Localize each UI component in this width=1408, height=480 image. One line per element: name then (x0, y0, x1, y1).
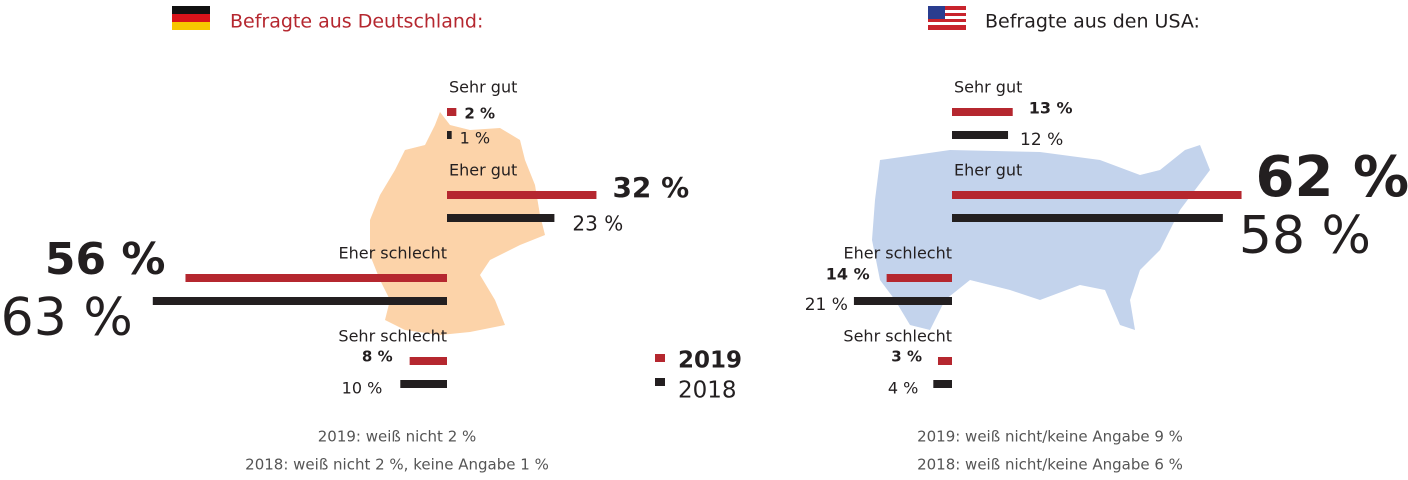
bar (409, 357, 447, 365)
value-label: 23 % (572, 212, 623, 236)
category-label: Sehr schlecht (338, 327, 447, 346)
category-label: Sehr schlecht (843, 327, 952, 346)
value-label: 56 % (45, 234, 166, 285)
bar (952, 108, 1013, 116)
bar (933, 380, 952, 388)
value-label: 62 % (1256, 145, 1408, 210)
bar (447, 214, 555, 222)
value-label: 2 % (464, 105, 495, 123)
bar (152, 297, 448, 305)
bar (853, 297, 952, 305)
value-label: 63 % (1, 288, 133, 348)
bar (937, 357, 952, 365)
legend-swatch (655, 354, 665, 362)
chart-title: Befragte aus Deutschland: (230, 11, 483, 33)
bar (400, 380, 447, 388)
us-flag (928, 6, 966, 30)
value-label: 21 % (805, 295, 848, 315)
category-label: Eher gut (954, 161, 1022, 180)
category-label: Eher gut (449, 161, 517, 180)
bar (447, 108, 457, 116)
value-label: 58 % (1239, 206, 1371, 266)
footnote: 2019: weiß nicht/keine Angabe 9 % (917, 428, 1183, 446)
footnote: 2019: weiß nicht 2 % (318, 428, 477, 446)
value-label: 14 % (826, 265, 870, 284)
value-label: 12 % (1020, 130, 1063, 150)
footnote: 2018: weiß nicht 2 %, keine Angabe 1 % (245, 456, 549, 474)
category-label: Sehr gut (954, 78, 1022, 97)
bar (185, 274, 448, 282)
bar (447, 131, 452, 139)
category-label: Sehr gut (449, 78, 517, 97)
chart-title: Befragte aus den USA: (985, 11, 1200, 33)
category-label: Eher schlecht (843, 244, 952, 263)
bar (952, 214, 1223, 222)
legend-swatch (655, 378, 665, 386)
bar (952, 131, 1009, 139)
footnote: 2018: weiß nicht/keine Angabe 6 % (917, 456, 1183, 474)
bar (447, 191, 597, 199)
value-label: 4 % (888, 379, 918, 398)
value-label: 13 % (1029, 99, 1073, 118)
value-label: 10 % (342, 379, 383, 398)
bar (952, 191, 1242, 199)
german-flag (172, 6, 210, 30)
value-label: 3 % (891, 348, 922, 366)
value-label: 1 % (460, 129, 490, 148)
category-label: Eher schlecht (338, 244, 447, 263)
value-label: 32 % (612, 171, 689, 204)
legend-label: 2019 (678, 348, 742, 374)
bar (886, 274, 952, 282)
legend-label: 2018 (678, 378, 737, 404)
value-label: 8 % (362, 348, 393, 366)
